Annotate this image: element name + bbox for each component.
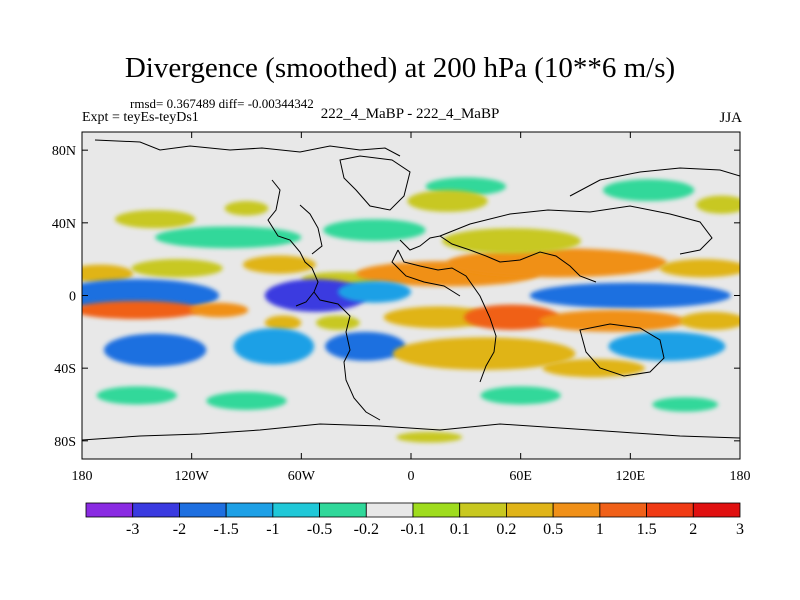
field-blob	[103, 333, 207, 367]
field-blob	[542, 359, 645, 378]
colorbar: -3 -2 -1.5 -1 -0.5 -0.2 -0.1 0.1 0.2 0.5 1 1.5 2 3	[85, 502, 744, 538]
field-blob	[82, 264, 134, 283]
colorbar-swatch	[412, 502, 461, 518]
field-blob	[529, 282, 731, 309]
field-blob	[383, 306, 494, 329]
field-blob	[325, 331, 406, 361]
season-label: JJA	[719, 110, 742, 126]
colorbar-swatch	[225, 502, 274, 518]
colorbar-swatch	[552, 502, 601, 518]
colorbar-label: 0.1	[450, 521, 470, 538]
field-blob	[480, 386, 561, 405]
colorbar-swatch	[599, 502, 647, 518]
field-blob	[396, 431, 463, 443]
y-tick-label: 0	[69, 290, 76, 305]
experiment-label: Expt = teyEs-teyDs1	[82, 110, 199, 125]
field-blob	[608, 331, 726, 361]
colorbar-label: -0.1	[400, 521, 425, 538]
field-blob	[602, 179, 695, 202]
x-tick-label: 120W	[175, 469, 210, 484]
field-blob	[189, 302, 249, 318]
field-blob	[659, 259, 740, 278]
rmsd-diff-stats: rmsd= 0.367489 diff= -0.00344342	[130, 96, 314, 111]
field-blob	[114, 210, 196, 229]
colorbar-swatch	[365, 502, 414, 518]
x-tick-label: 180	[730, 469, 751, 484]
field-blob	[315, 315, 360, 331]
colorbar-label: -3	[126, 521, 139, 538]
field-blob	[464, 304, 560, 331]
field-blob	[447, 248, 667, 278]
field-blob	[407, 190, 488, 212]
field-blob	[224, 201, 269, 216]
field-blob	[442, 228, 581, 254]
field-blob	[233, 328, 315, 365]
y-tick-label: 80N	[52, 144, 76, 159]
colorbar-swatch	[646, 502, 694, 518]
field-blob	[337, 280, 412, 303]
colorbar-label: 2	[689, 521, 697, 538]
field-blob	[155, 226, 302, 249]
field-blob	[96, 386, 178, 405]
colorbar-label: -2	[173, 521, 186, 538]
colorbar-swatch	[319, 502, 367, 518]
x-tick-label: 0	[408, 469, 415, 484]
colorbar-swatch	[132, 502, 180, 518]
x-axis: 180 120W 60W 0 60E 120E 180	[72, 132, 751, 484]
y-tick-label: 40N	[52, 217, 76, 232]
field-blob	[392, 337, 576, 370]
y-tick-label: 80S	[54, 435, 76, 450]
colorbar-swatch	[506, 502, 554, 518]
field-blob	[264, 315, 302, 331]
colorbar-label: 0.2	[496, 521, 516, 538]
colorbar-swatch	[459, 502, 507, 518]
colorbar-label: -1.5	[213, 521, 238, 538]
field-blob	[206, 391, 287, 410]
y-tick-label: 40S	[54, 362, 76, 377]
field-blob	[696, 195, 740, 214]
field-blob	[242, 255, 316, 274]
field-blob	[82, 300, 201, 320]
colorbar-swatch	[692, 502, 741, 518]
colorbar-label: 1	[596, 521, 604, 538]
x-tick-label: 180	[72, 469, 93, 484]
field-blob	[679, 311, 740, 331]
colorbar-label: -0.5	[307, 521, 332, 538]
field-blob	[323, 219, 426, 242]
chart-title: Divergence (smoothed) at 200 hPa (10**6 …	[124, 52, 676, 84]
field-blob	[538, 310, 686, 332]
colorbar-label: 3	[736, 521, 744, 538]
field-blob	[621, 210, 713, 229]
colorbar-label: -1	[266, 521, 279, 538]
divergence-field	[82, 177, 740, 443]
x-tick-label: 120E	[616, 469, 646, 484]
x-tick-label: 60E	[509, 469, 532, 484]
colorbar-swatch	[272, 502, 320, 518]
field-blob	[652, 397, 719, 412]
x-tick-label: 60W	[288, 469, 316, 484]
colorbar-label: -0.2	[354, 521, 379, 538]
case-subtitle: 222_4_MaBP - 222_4_MaBP	[320, 106, 500, 122]
field-blob	[131, 259, 223, 278]
coastline	[82, 139, 740, 441]
colorbar-label: 1.5	[637, 521, 657, 538]
colorbar-swatch	[179, 502, 227, 518]
colorbar-swatch	[85, 502, 134, 518]
colorbar-label: 0.5	[543, 521, 563, 538]
y-axis: 80N 40N 0 40S 80S	[52, 144, 740, 450]
